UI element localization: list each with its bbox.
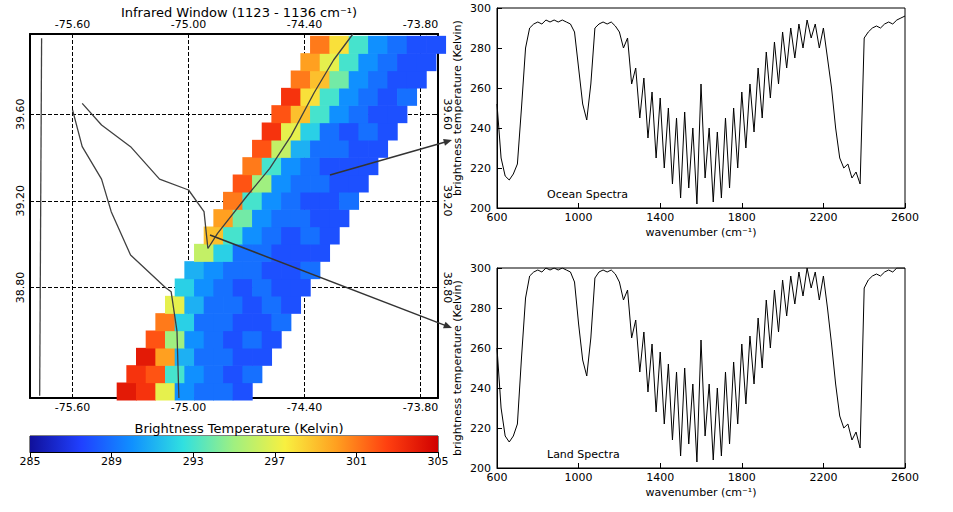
svg-text:200: 200 xyxy=(470,201,491,215)
svg-text:-74.40: -74.40 xyxy=(287,401,322,414)
svg-text:600: 600 xyxy=(487,211,508,224)
svg-text:Infrared Window (1123 - 1136 c: Infrared Window (1123 - 1136 cm⁻¹) xyxy=(121,5,357,20)
svg-text:1800: 1800 xyxy=(728,471,756,484)
svg-text:260: 260 xyxy=(470,82,491,95)
svg-text:300: 300 xyxy=(470,262,491,275)
svg-text:285: 285 xyxy=(20,455,41,468)
svg-text:1000: 1000 xyxy=(565,471,593,484)
svg-text:38.80: 38.80 xyxy=(441,272,454,304)
svg-text:293: 293 xyxy=(183,455,204,468)
svg-text:wavenumber (cm⁻¹): wavenumber (cm⁻¹) xyxy=(645,226,756,239)
svg-text:2200: 2200 xyxy=(809,211,837,224)
svg-text:39.60: 39.60 xyxy=(14,98,27,130)
svg-text:39.60: 39.60 xyxy=(441,98,454,130)
svg-text:2600: 2600 xyxy=(891,211,919,224)
svg-text:Land Spectra: Land Spectra xyxy=(547,448,620,461)
svg-text:1400: 1400 xyxy=(646,471,674,484)
svg-text:305: 305 xyxy=(428,455,449,468)
svg-text:39.20: 39.20 xyxy=(14,185,27,217)
svg-text:2600: 2600 xyxy=(891,471,919,484)
svg-text:1800: 1800 xyxy=(728,211,756,224)
svg-text:-74.40: -74.40 xyxy=(286,18,323,31)
svg-text:289: 289 xyxy=(101,455,122,468)
svg-text:280: 280 xyxy=(470,302,491,315)
svg-text:-75.00: -75.00 xyxy=(170,18,207,31)
svg-text:301: 301 xyxy=(346,455,367,468)
svg-text:240: 240 xyxy=(470,122,491,135)
svg-text:38.80: 38.80 xyxy=(14,272,27,304)
svg-text:-75.60: -75.60 xyxy=(55,18,90,31)
svg-text:200: 200 xyxy=(470,461,491,475)
svg-text:wavenumber (cm⁻¹): wavenumber (cm⁻¹) xyxy=(645,486,756,499)
svg-text:brightness temperature (Kelvin: brightness temperature (Kelvin) xyxy=(451,20,464,196)
svg-text:297: 297 xyxy=(264,455,285,468)
svg-text:-73.80: -73.80 xyxy=(403,401,438,414)
svg-text:280: 280 xyxy=(470,42,491,55)
svg-text:1000: 1000 xyxy=(565,211,593,224)
svg-text:600: 600 xyxy=(487,471,508,484)
svg-text:Brightness Temperature (Kelvin: Brightness Temperature (Kelvin) xyxy=(134,421,343,436)
svg-text:-75.00: -75.00 xyxy=(171,401,206,414)
svg-text:260: 260 xyxy=(470,342,491,355)
svg-text:2200: 2200 xyxy=(809,471,837,484)
svg-text:-73.80: -73.80 xyxy=(403,18,438,31)
svg-text:240: 240 xyxy=(470,382,491,395)
svg-text:220: 220 xyxy=(470,422,491,435)
svg-text:300: 300 xyxy=(470,2,491,15)
svg-text:220: 220 xyxy=(470,162,491,175)
svg-text:-75.60: -75.60 xyxy=(55,401,90,414)
svg-text:1400: 1400 xyxy=(646,211,674,224)
svg-text:brightness temperature (Kelvin: brightness temperature (Kelvin) xyxy=(451,280,464,456)
svg-text:39.20: 39.20 xyxy=(441,185,454,217)
svg-text:Ocean Spectra: Ocean Spectra xyxy=(547,188,628,201)
